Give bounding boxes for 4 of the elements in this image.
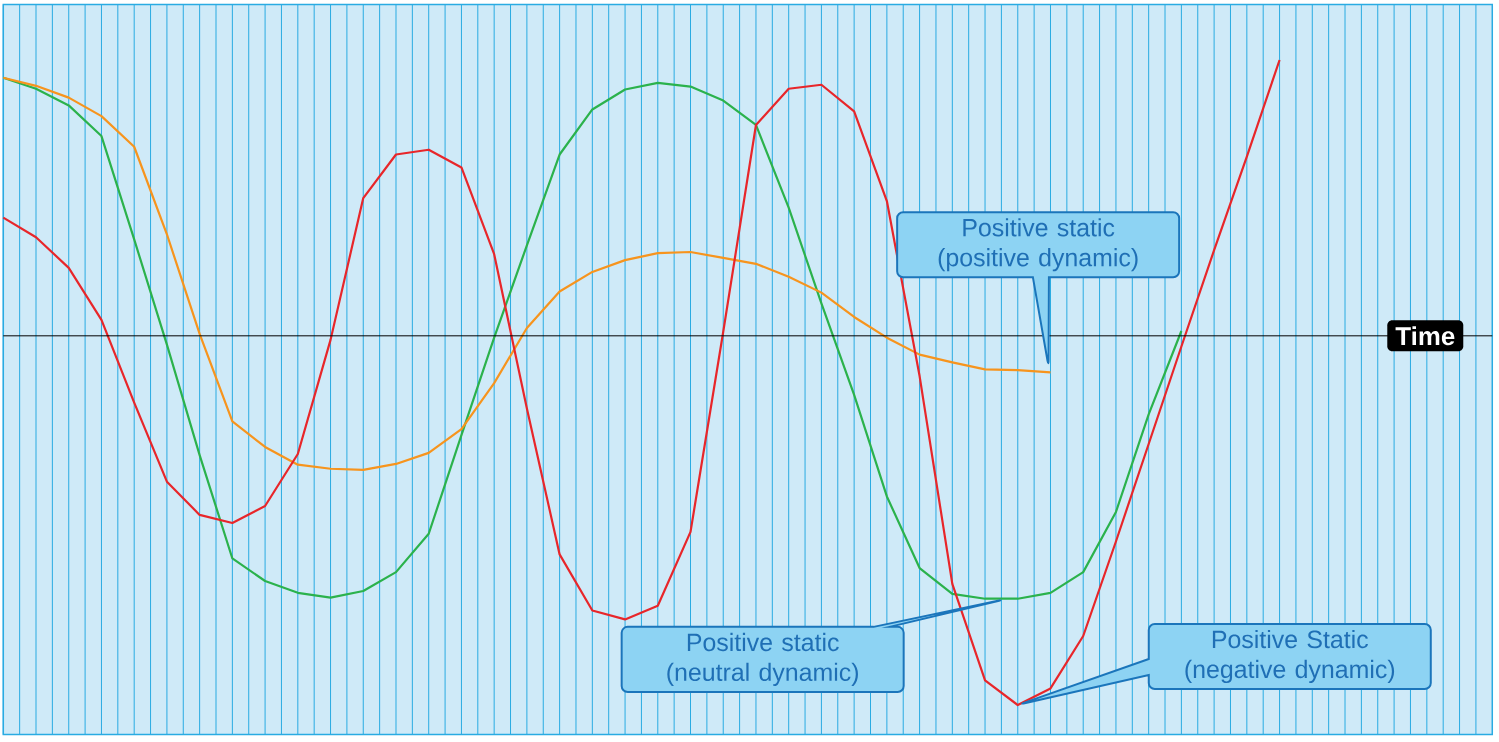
x-axis-title: Time (1395, 326, 1455, 346)
annotation: Positive static (positive dynamic) (938, 218, 1138, 272)
annotation: Positive Static (negative dynamic) (1185, 629, 1395, 684)
annotation: Positive static (neutral dynamic) (667, 632, 858, 686)
